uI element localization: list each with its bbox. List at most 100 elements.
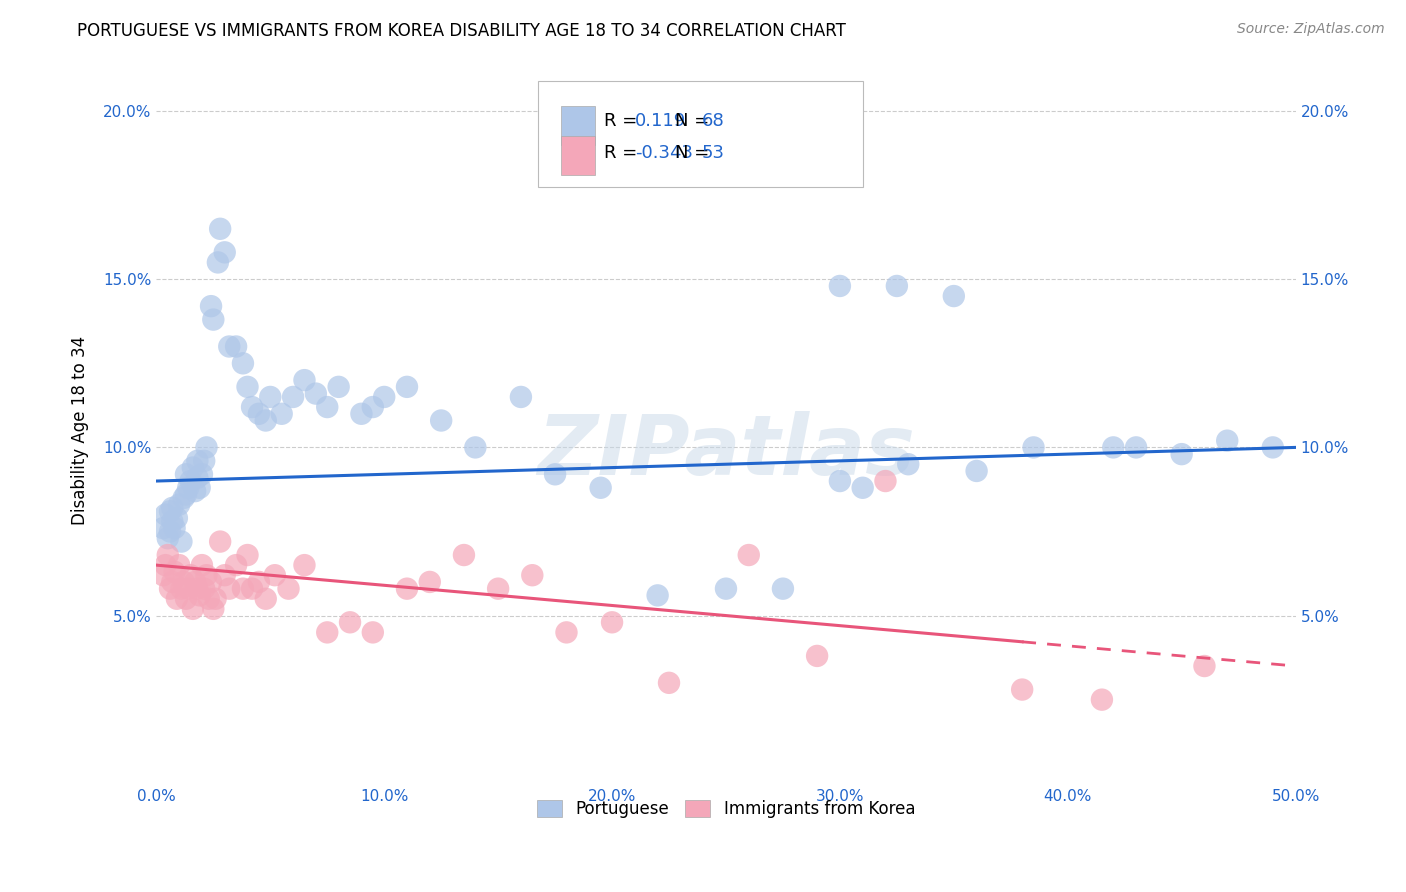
- Point: [240, 400, 263, 414]
- Point: [270, 407, 292, 421]
- Point: [486, 582, 509, 596]
- Point: [167, 558, 190, 573]
- Point: [1194, 659, 1216, 673]
- Point: [207, 255, 229, 269]
- Point: [156, 531, 179, 545]
- Point: [173, 574, 195, 589]
- Point: [197, 591, 219, 606]
- Text: 68: 68: [702, 112, 725, 130]
- Point: [184, 484, 207, 499]
- Point: [193, 454, 215, 468]
- Point: [259, 390, 281, 404]
- Point: [373, 390, 395, 404]
- Point: [209, 221, 232, 235]
- Point: [202, 312, 225, 326]
- Point: [589, 481, 612, 495]
- Point: [281, 390, 304, 404]
- Point: [897, 457, 920, 471]
- Point: [509, 390, 531, 404]
- Point: [658, 676, 681, 690]
- FancyBboxPatch shape: [538, 81, 863, 187]
- Point: [714, 582, 737, 596]
- Point: [177, 582, 200, 596]
- Point: [170, 582, 193, 596]
- Point: [875, 474, 897, 488]
- Text: 0.119: 0.119: [636, 112, 686, 130]
- Point: [155, 558, 177, 573]
- Point: [186, 582, 208, 596]
- Point: [361, 625, 384, 640]
- Text: N =: N =: [675, 144, 709, 162]
- Point: [174, 591, 197, 606]
- Point: [173, 491, 195, 505]
- Point: [155, 508, 177, 522]
- Point: [1170, 447, 1192, 461]
- Point: [163, 565, 186, 579]
- Point: [247, 574, 270, 589]
- Point: [1011, 682, 1033, 697]
- Point: [828, 279, 851, 293]
- Point: [174, 487, 197, 501]
- Point: [188, 588, 211, 602]
- Text: R =: R =: [605, 144, 637, 162]
- Point: [555, 625, 578, 640]
- Point: [218, 339, 240, 353]
- Text: PORTUGUESE VS IMMIGRANTS FROM KOREA DISABILITY AGE 18 TO 34 CORRELATION CHART: PORTUGUESE VS IMMIGRANTS FROM KOREA DISA…: [77, 22, 846, 40]
- Point: [152, 568, 174, 582]
- Point: [188, 481, 211, 495]
- Point: [522, 568, 544, 582]
- Point: [180, 568, 202, 582]
- Point: [163, 521, 186, 535]
- Point: [159, 582, 181, 596]
- Point: [772, 582, 794, 596]
- Point: [1216, 434, 1239, 448]
- Point: [184, 574, 207, 589]
- Point: [395, 582, 418, 596]
- Point: [202, 602, 225, 616]
- Point: [647, 588, 669, 602]
- Point: [328, 380, 350, 394]
- Point: [806, 648, 828, 663]
- Point: [316, 625, 339, 640]
- Point: [254, 413, 277, 427]
- Point: [209, 534, 232, 549]
- Point: [218, 582, 240, 596]
- Point: [316, 400, 339, 414]
- Point: [232, 356, 254, 370]
- Point: [738, 548, 761, 562]
- Point: [177, 481, 200, 495]
- Point: [174, 467, 197, 482]
- Point: [152, 521, 174, 535]
- Point: [166, 591, 188, 606]
- Point: [350, 407, 373, 421]
- Point: [942, 289, 965, 303]
- Point: [966, 464, 988, 478]
- Point: [180, 474, 202, 488]
- Point: [419, 574, 441, 589]
- FancyBboxPatch shape: [561, 136, 595, 175]
- Point: [225, 339, 247, 353]
- Point: [181, 602, 204, 616]
- Point: [430, 413, 453, 427]
- Text: Source: ZipAtlas.com: Source: ZipAtlas.com: [1237, 22, 1385, 37]
- Point: [191, 558, 214, 573]
- Point: [600, 615, 623, 630]
- Point: [236, 380, 259, 394]
- Point: [263, 568, 285, 582]
- Point: [1091, 692, 1114, 706]
- Point: [294, 558, 316, 573]
- Point: [159, 504, 181, 518]
- Point: [852, 481, 875, 495]
- Point: [166, 511, 188, 525]
- Point: [339, 615, 361, 630]
- Point: [464, 441, 486, 455]
- Point: [186, 454, 208, 468]
- Point: [159, 524, 181, 539]
- Text: -0.343: -0.343: [636, 144, 693, 162]
- Point: [294, 373, 316, 387]
- Point: [186, 471, 208, 485]
- Point: [886, 279, 908, 293]
- Point: [167, 498, 190, 512]
- Point: [156, 548, 179, 562]
- Point: [200, 574, 222, 589]
